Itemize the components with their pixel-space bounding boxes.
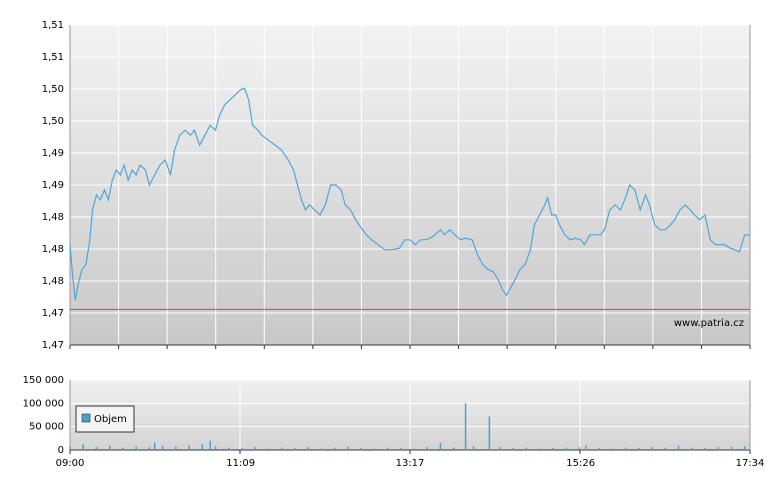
volume-bar [552, 448, 554, 450]
volume-bar [499, 447, 501, 450]
y-tick-label: 1,47 [42, 308, 64, 319]
volume-bar [717, 447, 719, 450]
volume-bar [280, 447, 283, 450]
y-tick-label: 1,48 [42, 244, 64, 255]
volume-bar [730, 446, 733, 450]
volume-bar [386, 447, 389, 450]
y-tick-label: 150 000 [23, 375, 64, 386]
volume-bar [464, 403, 467, 450]
volume-bar [598, 448, 600, 450]
volume-bar [135, 446, 137, 450]
volume-bar [254, 447, 256, 450]
volume-bar [241, 448, 243, 450]
volume-bar [209, 440, 211, 450]
volume-bar [611, 448, 614, 450]
volume-bar [677, 445, 680, 450]
volume-bar [69, 446, 71, 450]
volume-bar [148, 447, 151, 450]
volume-bar [452, 447, 455, 450]
volume-bar [512, 448, 514, 450]
legend-label: Objem [94, 414, 127, 425]
x-tick-label: 13:17 [396, 458, 425, 469]
annotation: www.patria.cz [674, 318, 744, 329]
volume-bar [201, 444, 204, 450]
y-tick-label: 1,48 [42, 212, 64, 223]
price-line [69, 87, 750, 301]
volume-bar [578, 447, 581, 450]
volume-bar [108, 445, 111, 450]
volume-bar [413, 448, 415, 450]
volume-bar [585, 445, 587, 450]
volume-bar [664, 447, 667, 450]
y-tick-label: 1,51 [42, 52, 64, 63]
volume-bar [294, 448, 296, 450]
volume-bar [95, 447, 98, 450]
volume-bar [488, 416, 491, 450]
volume-bar [307, 447, 309, 450]
y-tick-label: 1,50 [42, 84, 64, 95]
volume-bar [743, 446, 746, 450]
y-tick-label: 1,48 [42, 276, 64, 287]
volume-bar [175, 446, 177, 450]
volume-bar [214, 446, 217, 450]
y-tick-label: 50 000 [29, 422, 64, 433]
volume-bar [472, 446, 475, 450]
volume-bar [122, 447, 124, 450]
volume-bar [426, 447, 428, 450]
volume-bar [638, 448, 640, 450]
x-tick-label: 17:34 [736, 458, 765, 469]
volume-bar [333, 447, 336, 450]
volume-bar [691, 447, 693, 450]
volume-bar [153, 442, 156, 450]
x-tick-label: 11:09 [226, 458, 255, 469]
y-tick-label: 100 000 [23, 398, 64, 409]
x-tick-label: 15:26 [566, 458, 595, 469]
legend-swatch [81, 413, 91, 423]
volume-bar [525, 447, 528, 450]
volume-bar [161, 445, 164, 450]
volume-bar [651, 447, 653, 450]
volume-bar [704, 448, 706, 450]
volume-bar [439, 443, 442, 450]
volume-bar [188, 445, 190, 450]
y-tick-label: 1,50 [42, 116, 64, 127]
y-tick-label: 1,51 [42, 20, 64, 31]
volume-bar [624, 447, 627, 450]
volume-bar [373, 448, 376, 450]
volume-bar [320, 448, 323, 450]
volume-bar [565, 447, 567, 450]
volume-bar [82, 444, 84, 450]
volume-bar [347, 446, 349, 450]
x-tick-label: 09:00 [56, 458, 85, 469]
volume-bar [228, 447, 230, 450]
volume-bar [538, 448, 541, 450]
y-tick-label: 0 [58, 445, 64, 456]
y-tick-label: 1,47 [42, 340, 64, 351]
volume-bar [399, 448, 402, 450]
y-tick-label: 1,49 [42, 148, 64, 159]
y-tick-label: 1,49 [42, 180, 64, 191]
volume-bar [267, 448, 270, 450]
volume-bar [360, 448, 362, 450]
